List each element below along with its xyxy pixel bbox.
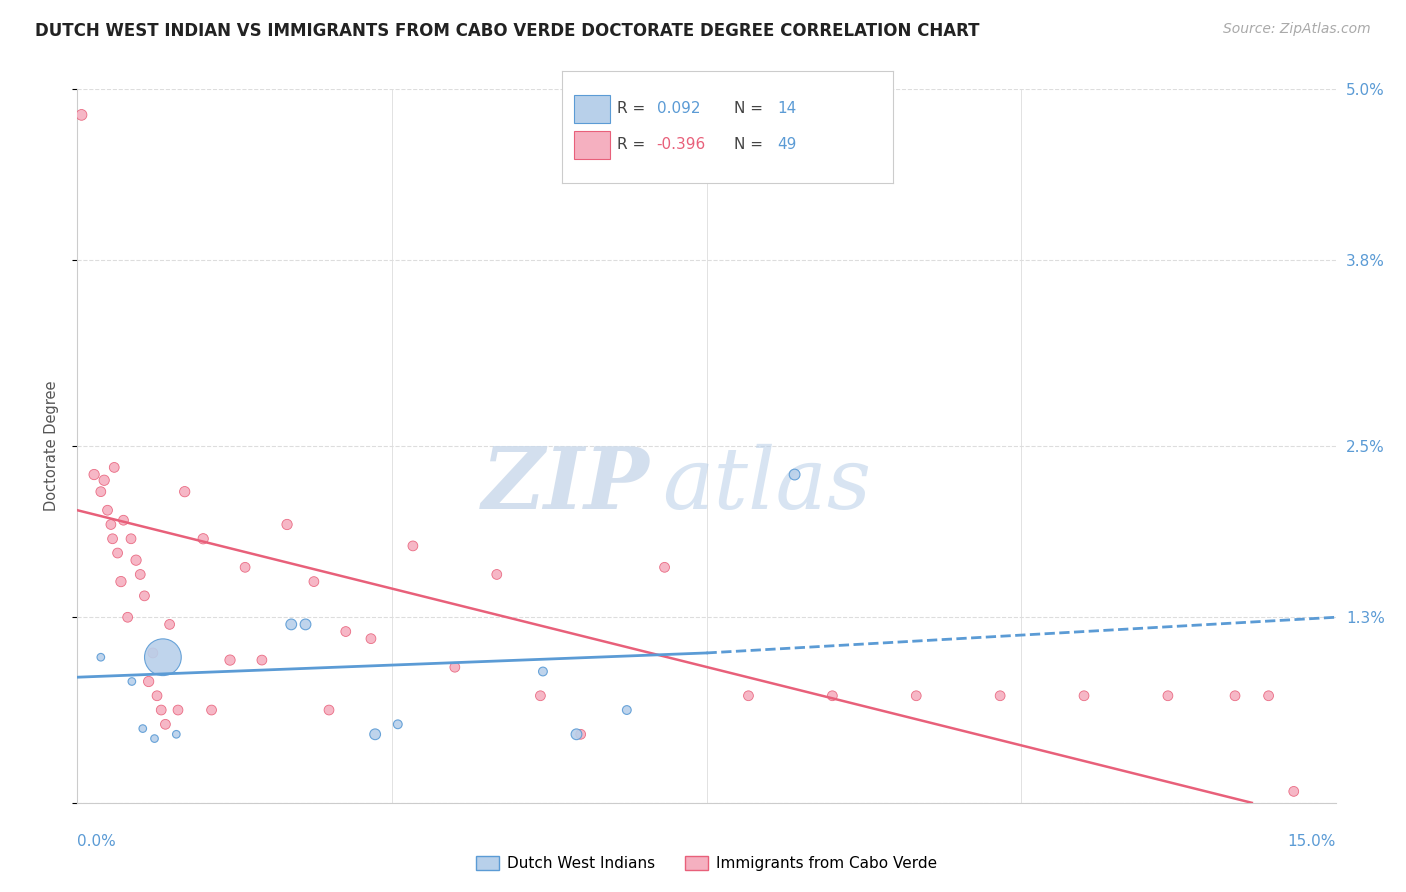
Point (1257, 689, 1279, 703)
Point (616, 703, 638, 717)
Point (318, 703, 340, 717)
Point (143, 731, 166, 746)
Point (364, 727, 387, 741)
Point (138, 674, 160, 689)
Text: atlas: atlas (662, 444, 872, 526)
Point (821, 689, 844, 703)
Bar (574, 95, 610, 123)
Point (233, 560, 256, 574)
Point (360, 632, 382, 646)
Point (100, 517, 122, 532)
Text: 49: 49 (778, 136, 797, 152)
Point (152, 650, 174, 665)
Point (132, 722, 155, 736)
Point (387, 717, 409, 731)
Text: N =: N = (734, 136, 768, 152)
Point (219, 653, 242, 667)
Y-axis label: Doctorate Degree: Doctorate Degree (44, 381, 59, 511)
Point (165, 727, 187, 741)
Text: N =: N = (734, 101, 768, 116)
Point (294, 617, 316, 632)
Point (103, 460, 125, 475)
Legend: Dutch West Indians, Immigrants from Cabo Verde: Dutch West Indians, Immigrants from Cabo… (470, 850, 943, 877)
Point (83, 467, 105, 482)
Text: 14: 14 (778, 101, 796, 116)
Text: R =: R = (617, 101, 650, 116)
Point (250, 653, 273, 667)
Point (737, 689, 759, 703)
Point (150, 703, 173, 717)
Text: ZIP: ZIP (482, 443, 650, 527)
Point (988, 689, 1011, 703)
Point (1223, 689, 1246, 703)
Point (90, 650, 112, 665)
Point (531, 665, 554, 679)
Point (107, 546, 129, 560)
Point (90, 484, 112, 499)
Bar (574, 131, 610, 159)
Point (1282, 784, 1305, 798)
Point (112, 513, 135, 527)
Point (70, 108, 93, 122)
Point (125, 553, 148, 567)
Point (93, 473, 115, 487)
Point (173, 484, 195, 499)
Point (783, 467, 806, 482)
Point (101, 532, 124, 546)
Point (905, 689, 928, 703)
Point (121, 674, 143, 689)
Point (117, 610, 139, 624)
Point (142, 646, 165, 660)
Point (191, 532, 215, 546)
Text: 0.0%: 0.0% (77, 834, 117, 849)
Point (96, 503, 118, 517)
Text: DUTCH WEST INDIAN VS IMMIGRANTS FROM CABO VERDE DOCTORATE DEGREE CORRELATION CHA: DUTCH WEST INDIAN VS IMMIGRANTS FROM CAB… (35, 22, 980, 40)
Point (280, 617, 302, 632)
Point (200, 703, 222, 717)
Text: Source: ZipAtlas.com: Source: ZipAtlas.com (1223, 22, 1371, 37)
Point (146, 689, 169, 703)
Point (402, 539, 425, 553)
Point (1073, 689, 1095, 703)
Point (167, 703, 190, 717)
Point (444, 660, 467, 674)
Text: 0.092: 0.092 (657, 101, 700, 116)
Point (302, 574, 325, 589)
Point (654, 560, 676, 574)
Point (335, 624, 357, 639)
Point (134, 589, 156, 603)
Text: 15.0%: 15.0% (1288, 834, 1336, 849)
Text: R =: R = (617, 136, 650, 152)
Point (565, 727, 588, 741)
Point (569, 727, 592, 741)
Point (155, 717, 177, 731)
Point (129, 567, 152, 582)
Point (120, 532, 142, 546)
Point (1157, 689, 1180, 703)
Text: -0.396: -0.396 (657, 136, 706, 152)
Point (276, 517, 298, 532)
Point (485, 567, 508, 582)
Point (529, 689, 551, 703)
Point (110, 574, 132, 589)
Point (159, 617, 181, 632)
